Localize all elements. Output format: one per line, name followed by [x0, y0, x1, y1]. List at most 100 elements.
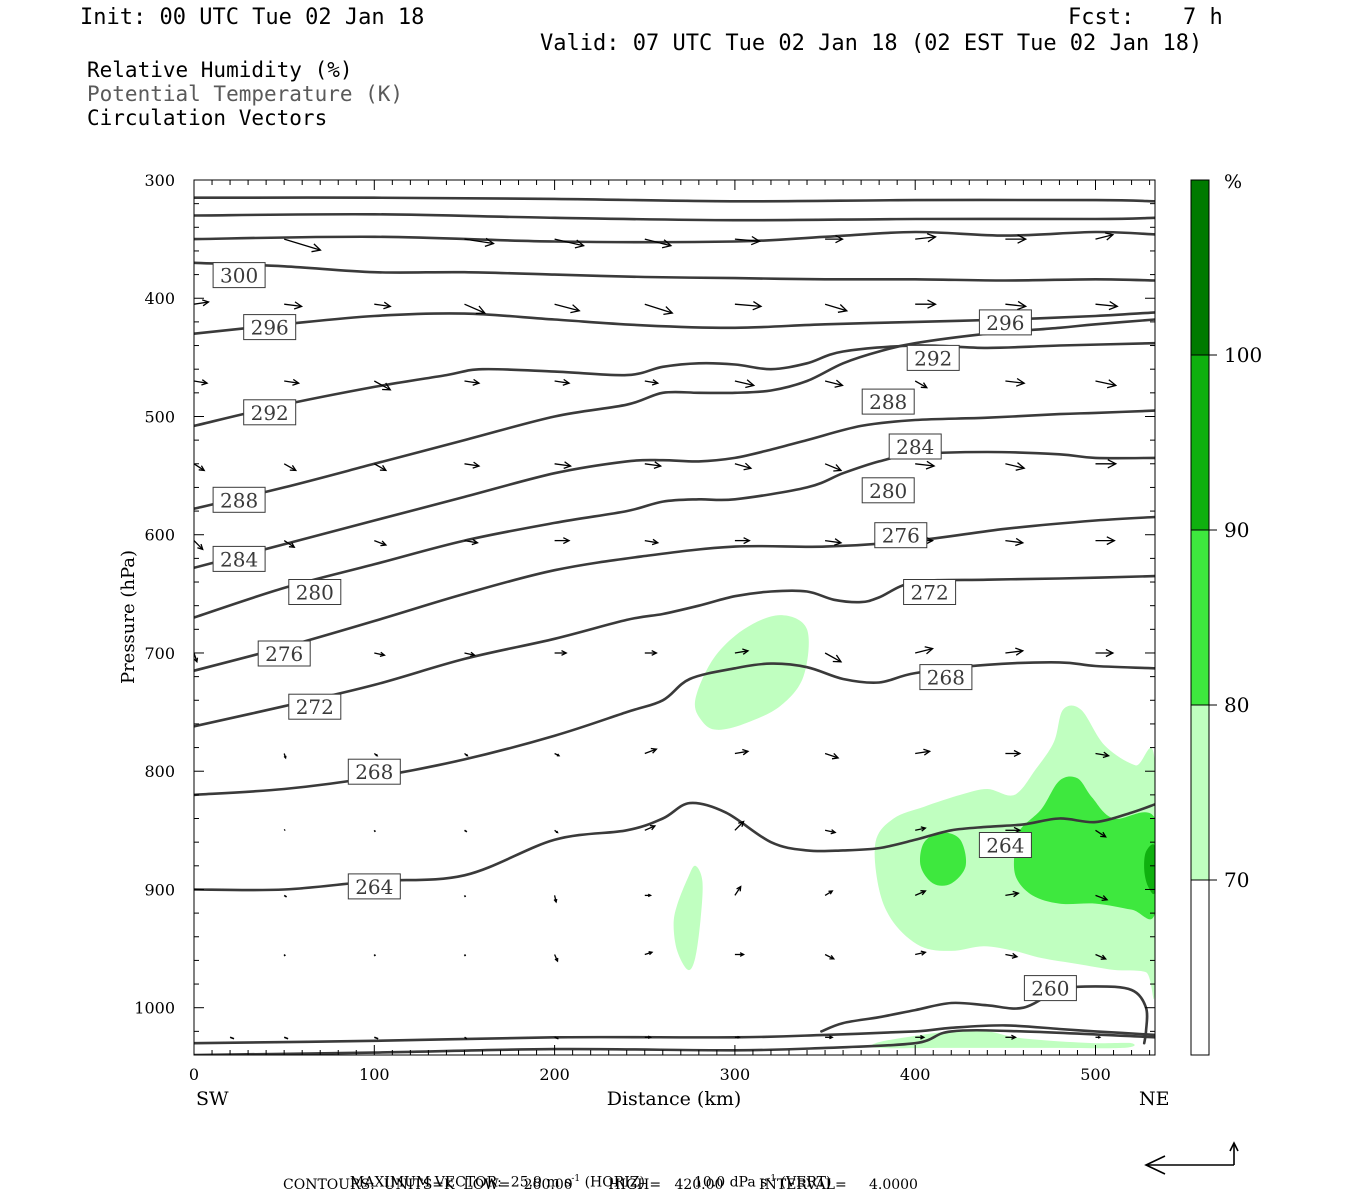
vector-head: [927, 299, 937, 309]
circulation-vector: [373, 380, 392, 391]
circulation-vector: [824, 652, 843, 663]
ne-end-label: NE: [1139, 1088, 1170, 1110]
contour-label-280: 280: [288, 579, 342, 605]
vector-shaft: [644, 238, 672, 247]
vector-head: [739, 952, 746, 957]
vector-head: [832, 654, 843, 663]
circulation-vector: [464, 237, 495, 248]
vector-shaft: [554, 1036, 559, 1040]
vector-shaft: [644, 463, 661, 467]
contour-label-box: [978, 832, 1032, 858]
circulation-vector: [283, 540, 296, 548]
circulation-vector: [1095, 751, 1111, 759]
vector-shaft: [734, 238, 760, 242]
circulation-vector: [229, 1036, 235, 1040]
circulation-vector: [644, 951, 654, 956]
vector-shaft: [464, 238, 494, 245]
contour-label-box: [243, 314, 297, 341]
vector-shaft: [284, 380, 299, 384]
vector-shaft: [915, 236, 936, 240]
circulation-vector: [914, 380, 929, 389]
vector-head: [1012, 890, 1020, 898]
contour-label-300: 300: [212, 262, 266, 289]
contour-label-268: 268: [347, 758, 401, 785]
vector-head: [829, 955, 836, 960]
contour-label-268: 268: [919, 664, 973, 691]
vector-shaft: [464, 463, 480, 467]
circulation-vector: [824, 829, 837, 835]
vector-head: [926, 233, 937, 243]
circulation-vector: [734, 952, 746, 957]
vector-head: [1015, 377, 1026, 387]
theta-contour-268: [194, 661, 1155, 797]
vector-head: [472, 378, 481, 386]
vector-shaft: [734, 821, 745, 831]
circulation-vector: [194, 379, 209, 386]
vector-head: [833, 464, 843, 472]
vector-head: [475, 305, 487, 315]
forecast-hours: 7 h: [1183, 5, 1223, 30]
circulation-vector: [464, 752, 469, 757]
vector-shaft: [1095, 303, 1118, 308]
vector-shaft: [914, 890, 926, 896]
vector-head: [835, 235, 844, 244]
contour-label-text: 288: [869, 390, 907, 414]
theta-contour-unlabeled-15: [194, 1028, 1155, 1055]
contour-label-276: 276: [874, 522, 928, 549]
vector-head: [829, 1035, 834, 1040]
circulation-vector: [283, 828, 286, 831]
vector-head: [1100, 831, 1107, 838]
vector-shaft: [1005, 303, 1026, 308]
circulation-vector: [554, 378, 571, 386]
vector-head: [752, 301, 763, 311]
vector-head: [553, 898, 558, 904]
vector-head: [828, 890, 834, 895]
y-tick-label: 1000: [134, 999, 175, 1018]
vector-head: [469, 651, 476, 658]
vector-shaft: [283, 954, 286, 957]
y-tick-label: 700: [144, 644, 175, 663]
x-tick-label: 500: [1080, 1065, 1111, 1084]
circulation-vector: [1005, 234, 1028, 244]
contour-label-text: 276: [265, 642, 303, 666]
vector-head: [288, 542, 296, 548]
vector-head: [923, 748, 932, 756]
circulation-vector: [1005, 300, 1028, 311]
circulation-vector: [915, 233, 937, 243]
circulation-vector: [374, 539, 388, 547]
vector-head: [830, 829, 837, 835]
vector-head: [745, 379, 756, 389]
contour-label-text: 300: [220, 264, 258, 288]
vector-shaft: [463, 894, 467, 898]
vector-head: [380, 540, 388, 547]
vector-head: [1100, 954, 1108, 960]
y-tick-label: 300: [144, 171, 175, 190]
vector-head: [197, 543, 204, 551]
circulation-vector: [284, 301, 304, 310]
vector-head: [651, 379, 660, 386]
circulation-vector: [463, 954, 467, 957]
circulation-vector: [734, 235, 762, 246]
vector-shaft: [283, 1036, 289, 1040]
vector-shaft: [374, 303, 391, 308]
contour-label-box: [243, 399, 297, 426]
x-axis-label: Distance (km): [607, 1088, 742, 1110]
contour-label-text: 292: [251, 401, 289, 425]
horiz-exponent: -1: [571, 1174, 581, 1184]
contour-label-text: 284: [220, 547, 258, 571]
circulation-vector: [464, 378, 481, 386]
valid-time: Valid: 07 UTC Tue 02 Jan 18 (02 EST Tue …: [540, 31, 1203, 56]
circulation-vector: [284, 238, 322, 253]
vector-shaft: [194, 540, 204, 550]
circulation-vector: [464, 461, 481, 469]
circulation-vector: [644, 824, 657, 831]
vector-head: [742, 648, 750, 655]
vector-head: [283, 755, 287, 760]
colorbar-tick-label: 70: [1224, 868, 1249, 892]
circulation-vector: [554, 752, 561, 757]
vector-shaft: [734, 303, 762, 308]
vector-head: [1104, 232, 1115, 241]
circulation-vector: [464, 651, 476, 658]
circulation-vector: [734, 537, 751, 545]
